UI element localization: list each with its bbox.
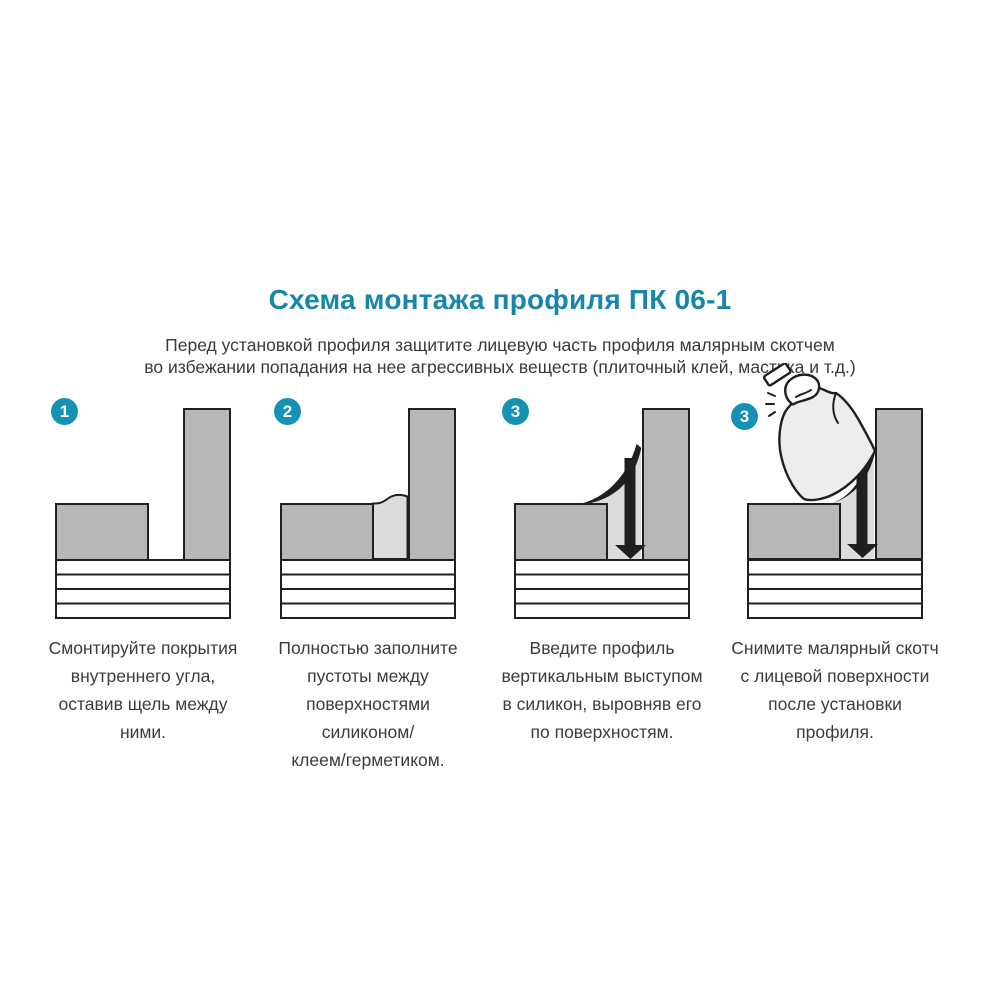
page-title: Схема монтажа профиля ПК 06-1 (268, 283, 732, 315)
step-panel-4: 3 (723, 363, 947, 820)
step-3-number-badge: 3 (502, 398, 529, 425)
sealant-filler (372, 493, 409, 560)
horizontal-covering (747, 503, 841, 560)
step-4-illustration (723, 363, 947, 620)
step-2-caption: Полностью заполните пустоты между поверх… (278, 638, 458, 770)
base-layer-lines (56, 573, 230, 605)
horizontal-covering (280, 503, 374, 561)
step-2-number-badge: 2 (274, 398, 301, 425)
profile-insertion-drawing (514, 408, 690, 619)
step-3-caption: Введите профиль вертикальным выступом в … (501, 638, 703, 742)
step-number: 3 (510, 401, 521, 421)
step-number: 3 (739, 406, 750, 426)
vertical-covering (183, 408, 231, 561)
insert-down-arrow-icon (847, 458, 878, 558)
sealant-filled-gap-drawing (280, 408, 456, 619)
step-panel-2: 2 Полностью заполните пустоты между пове… (256, 390, 480, 820)
base-layer-lines (281, 573, 455, 605)
base-layer-lines (515, 573, 689, 605)
step-1-caption: Смонтируйте покрытия внутреннего угла, о… (48, 638, 238, 742)
step-4-caption: Снимите малярный скотч с лицевой поверхн… (731, 638, 939, 742)
vertical-covering (642, 408, 690, 561)
pinching-hand (784, 373, 821, 406)
vertical-covering (875, 408, 923, 560)
finger-crease (795, 389, 812, 398)
tape-curl-line (832, 392, 839, 424)
step-number: 1 (59, 401, 70, 421)
vertical-covering (408, 408, 456, 561)
step-panel-1: 1 Смонтируйте покрытия внутреннего угла,… (31, 390, 255, 820)
step-4-number-badge: 3 (731, 403, 758, 430)
horizontal-covering (55, 503, 149, 561)
base-layer-lines (748, 573, 922, 605)
step-3-illustration (490, 408, 714, 620)
tape-removal-drawing (747, 363, 923, 619)
step-1-number-badge: 1 (51, 398, 78, 425)
step-1-illustration (31, 408, 255, 620)
insert-down-arrow-icon (615, 458, 646, 559)
motion-lines (765, 392, 776, 417)
step-number: 2 (282, 401, 293, 421)
step-2-illustration (256, 408, 480, 620)
corner-with-gap-drawing (55, 408, 231, 619)
step-panel-3: 3 Введите профиль вертикальным выступом … (490, 390, 714, 820)
hand-icon (762, 363, 821, 417)
masking-tape-sheet (778, 386, 877, 502)
horizontal-covering (514, 503, 608, 561)
page-subtitle: Перед установкой профиля защитите лицеву… (144, 334, 856, 377)
tape-strip-end (762, 363, 792, 387)
